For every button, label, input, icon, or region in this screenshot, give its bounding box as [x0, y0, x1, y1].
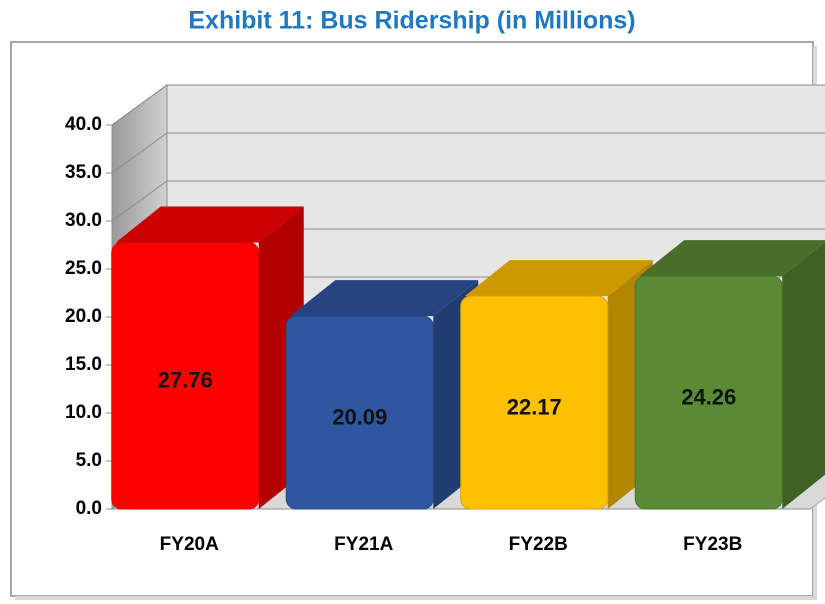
grid-line	[111, 132, 825, 174]
grid-line	[111, 84, 825, 126]
y-tick-label: 10.0	[65, 402, 102, 423]
bar	[460, 295, 609, 510]
y-tick-label: 25.0	[65, 258, 102, 279]
bar-top	[464, 260, 653, 297]
x-tick-label: FY23B	[683, 534, 742, 555]
bar-top	[639, 240, 825, 277]
bar-top	[115, 206, 304, 243]
y-tick-label: 5.0	[76, 450, 102, 471]
y-tick-label: 0.0	[76, 498, 102, 519]
y-tick-label: 35.0	[65, 162, 102, 183]
y-tick-label: 20.0	[65, 306, 102, 327]
x-tick-label: FY20A	[160, 534, 219, 555]
x-tick-label: FY21A	[334, 534, 393, 555]
plot-area: 0.0 5.0 10.0 15.0 20.0 25.0 30.0 35.0 40.0 FY20A 2…	[65, 84, 825, 555]
bar-side	[782, 241, 825, 509]
bar	[285, 315, 434, 510]
bar	[111, 242, 260, 510]
bar	[634, 275, 783, 510]
data-label: 27.76	[158, 368, 213, 393]
chart-title: Exhibit 11: Bus Ridership (in Millions)	[188, 7, 635, 35]
y-tick-label: 15.0	[65, 354, 102, 375]
x-tick-label: FY22B	[509, 534, 568, 555]
data-label: 24.26	[681, 384, 736, 409]
data-label: 20.09	[332, 404, 387, 429]
y-tick-label: 30.0	[65, 210, 102, 231]
grid-line	[111, 180, 825, 222]
y-tick-label: 40.0	[65, 114, 102, 135]
frame-shadow	[15, 596, 817, 600]
bar-top	[290, 280, 479, 317]
data-label: 22.17	[507, 394, 562, 419]
